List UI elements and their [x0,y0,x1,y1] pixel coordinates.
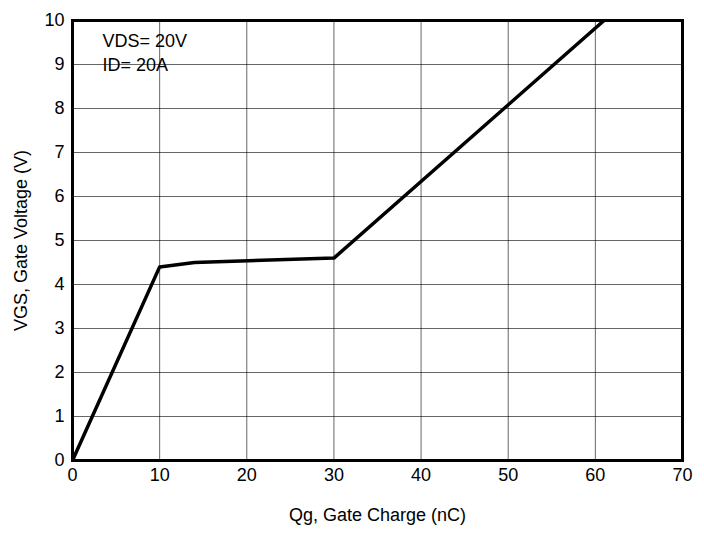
svg-text:VDS= 20V: VDS= 20V [103,31,188,51]
svg-text:10: 10 [150,465,170,485]
svg-text:9: 9 [54,54,64,74]
svg-text:70: 70 [672,465,692,485]
svg-text:8: 8 [54,98,64,118]
svg-text:5: 5 [54,230,64,250]
svg-text:60: 60 [585,465,605,485]
svg-text:1: 1 [54,406,64,426]
svg-text:3: 3 [54,318,64,338]
svg-text:ID= 20A: ID= 20A [103,55,169,75]
svg-text:VGS, Gate Voltage (V): VGS, Gate Voltage (V) [11,150,31,331]
svg-text:10: 10 [44,10,64,30]
svg-text:0: 0 [67,465,77,485]
svg-text:30: 30 [324,465,344,485]
svg-text:40: 40 [411,465,431,485]
svg-text:2: 2 [54,362,64,382]
svg-text:6: 6 [54,186,64,206]
svg-text:4: 4 [54,274,64,294]
svg-text:20: 20 [237,465,257,485]
svg-text:7: 7 [54,142,64,162]
svg-text:Qg, Gate Charge (nC): Qg, Gate Charge (nC) [289,505,466,525]
svg-text:50: 50 [498,465,518,485]
svg-text:0: 0 [54,450,64,470]
